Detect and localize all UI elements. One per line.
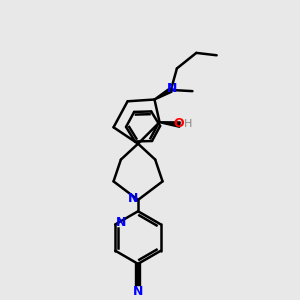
Text: N: N	[116, 216, 126, 230]
Text: O: O	[173, 117, 184, 130]
Text: H: H	[184, 119, 192, 129]
Polygon shape	[160, 122, 180, 127]
Text: N: N	[128, 192, 138, 205]
Polygon shape	[154, 88, 172, 100]
Text: N: N	[167, 82, 177, 95]
Text: N: N	[133, 285, 143, 298]
